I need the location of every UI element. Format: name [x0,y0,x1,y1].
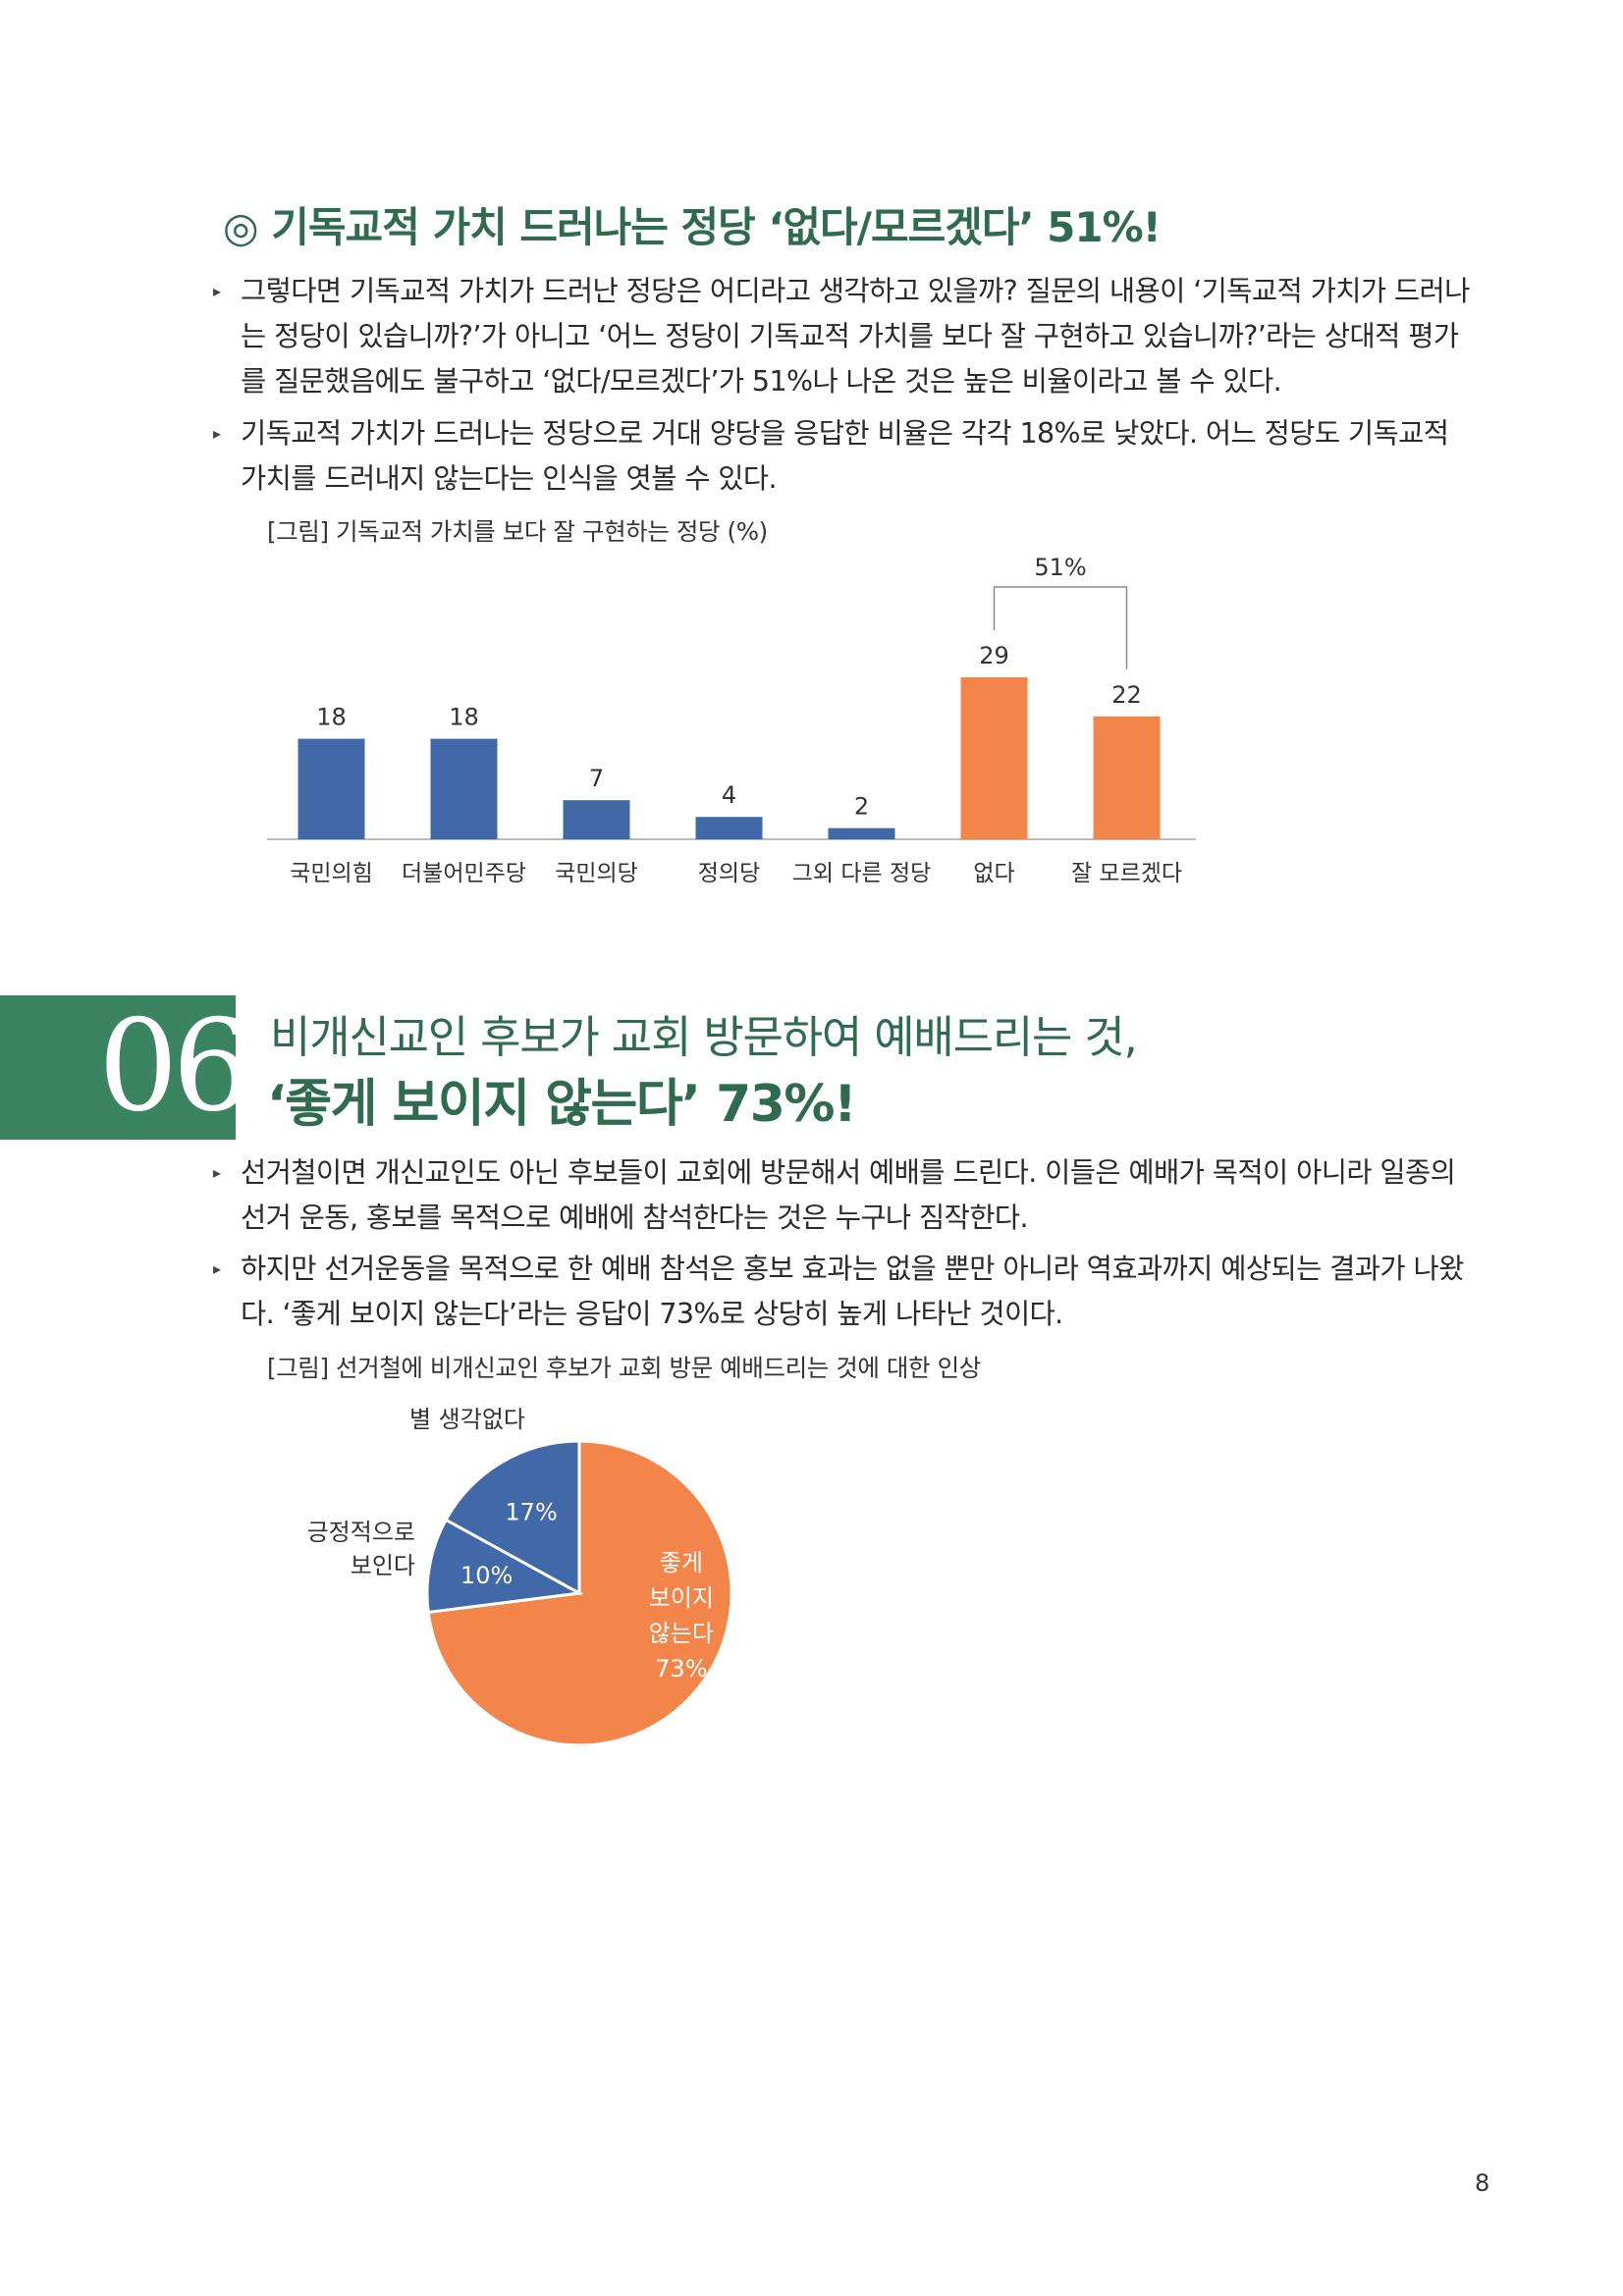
bar-chart: 18 국민의힘 18 더불어민주당 7 국민의당 4 정의당 2 그외 다른 정당 29 없다 22 잘 … [267,554,1196,886]
bullet-text: 선거철이면 개신교인도 아닌 후보들이 교회에 방문해서 예배를 드린다. 이들… [241,1156,1456,1234]
section-number: 06 [98,993,252,1140]
bracket-label: 51% [1034,554,1086,581]
slice-label: 보이지 [649,1584,714,1612]
data-label: 18 [449,704,479,731]
bullet-marker-icon: ▸ [213,1259,221,1278]
category-label: 잘 모르겠다 [1071,861,1182,886]
figure-caption: [그림] 기독교적 가치를 보다 잘 구현하는 정당 (%) [267,517,768,546]
pie-slice [444,1439,581,1596]
bullet-text: 하지만 선거운동을 목적으로 한 예배 참석은 홍보 효과는 없을 뿐만 아니라… [241,1253,1464,1330]
data-label: 4 [722,781,736,809]
category-label: 없다 [973,861,1014,886]
section-heading: ◎ 기독교적 가치 드러나는 정당 ‘없다/모르겠다’ 51%! [223,203,1162,251]
category-label: 국민의당 [555,861,638,886]
data-label: 2 [854,793,869,821]
slice-label: 10% [460,1562,513,1589]
section-title-line2: ‘좋게 보이지 않는다’ 73%! [267,1075,857,1134]
slice-outer-label: 별 생각없다 [409,1406,525,1433]
slice-label: 73% [655,1655,707,1682]
section-title-line1: 비개신교인 후보가 교회 방문하여 예배드리는 것, [270,1011,1138,1063]
bullet-paragraph: ▸ 선거철이면 개신교인도 아닌 후보들이 교회에 방문해서 예배를 드린다. … [213,1150,1480,1241]
data-label: 18 [316,704,347,731]
data-label: 22 [1111,681,1142,709]
category-label: 국민의힘 [290,861,373,886]
bullet-marker-icon: ▸ [213,1163,221,1182]
bar [828,828,895,839]
bullet-text: 기독교적 가치가 드러나는 정당으로 거대 양당을 응답한 비율은 각각 18%… [241,417,1449,495]
data-label: 29 [979,642,1009,669]
bullet-text: 그렇다면 기독교적 가치가 드러난 정당은 어디라고 생각하고 있을까? 질문의… [241,275,1470,398]
bullet-marker-icon: ▸ [213,424,221,443]
bullet-paragraph: ▸ 그렇다면 기독교적 가치가 드러난 정당은 어디라고 생각하고 있을까? 질… [213,269,1480,404]
bar [960,677,1028,839]
bar [695,817,763,839]
figure-caption: [그림] 선거철에 비개신교인 후보가 교회 방문 예배드리는 것에 대한 인상 [267,1354,981,1382]
pie-slice [425,1518,584,1615]
bar [430,738,498,839]
bullet-paragraph: ▸ 하지만 선거운동을 목적으로 한 예배 참석은 홍보 효과는 없을 뿐만 아… [213,1247,1480,1337]
page-number: 8 [1475,2169,1490,2197]
slice-label: 않는다 [649,1620,714,1647]
bar [1093,716,1161,839]
slice-label: 좋게 [660,1549,703,1576]
data-label: 7 [589,765,604,792]
bullet-marker-icon: ▸ [213,282,221,300]
bullet-paragraph: ▸ 기독교적 가치가 드러나는 정당으로 거대 양당을 응답한 비율은 각각 1… [213,411,1480,502]
category-label: 그외 다른 정당 [792,861,932,886]
category-label: 정의당 [698,861,760,886]
category-label: 더불어민주당 [402,861,526,886]
bar [563,800,630,839]
slice-outer-label: 긍정적으로 [307,1519,415,1546]
bar [298,738,365,839]
slice-label: 17% [505,1498,557,1525]
section-number-block [0,995,236,1140]
bracket-line [993,586,1128,669]
slice-outer-label: 보인다 [351,1552,415,1579]
